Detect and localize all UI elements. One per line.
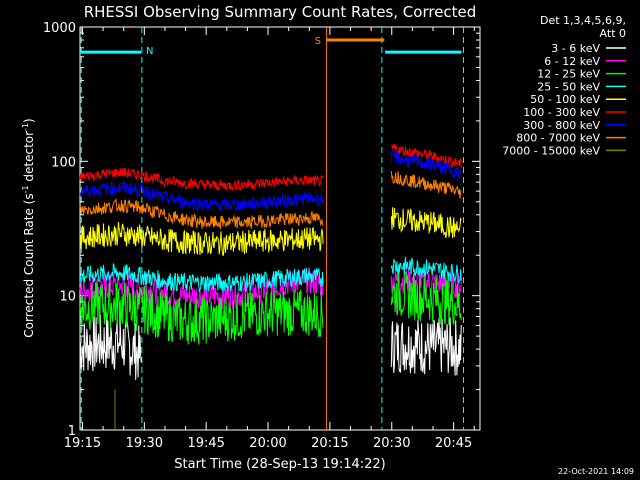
legend-entry-label: 300 - 800 keV — [523, 119, 600, 132]
legend-entry-label: 50 - 100 keV — [530, 93, 600, 106]
x-tick-label: 19:15 — [64, 436, 101, 451]
legend-entry-label: 25 - 50 keV — [537, 80, 600, 93]
footer-date: 22-Oct-2021 14:09 — [558, 467, 634, 476]
legend-entry-label: 3 - 6 keV — [551, 42, 600, 55]
legend-entry-label: 6 - 12 keV — [544, 55, 600, 68]
x-tick-label: 20:00 — [249, 436, 286, 451]
x-axis-label: Start Time (28-Sep-13 19:14:22) — [174, 457, 385, 472]
night-flag-label: N — [146, 46, 153, 57]
x-tick-label: 19:45 — [187, 436, 224, 451]
legend-entry-label: 7000 - 15000 keV — [502, 144, 600, 157]
x-tick-label: 19:30 — [126, 436, 163, 451]
legend-entry-label: 100 - 300 keV — [523, 106, 600, 119]
saa-flag-label: S — [315, 36, 321, 47]
y-axis-label: Corrected Count Rate (s-1 detector-1) — [21, 118, 36, 337]
series-line — [79, 181, 324, 212]
legend-entry-label: 12 - 25 keV — [537, 68, 600, 81]
series-line — [390, 207, 462, 239]
x-tick-label: 20:15 — [311, 436, 348, 451]
legend-header-1: Det 1,3,4,5,6,9, — [540, 14, 626, 27]
plot-axes — [79, 26, 481, 431]
series-line — [390, 317, 462, 376]
y-axis-label-sup2: -1 — [21, 123, 30, 131]
legend-header-2: Att 0 — [600, 27, 626, 40]
axis-ticks: 1 10 100 1000 19:15 19:30 19:45 20:00 20:15 20:30… — [43, 21, 480, 451]
y-axis-label-mid: detector — [22, 131, 36, 186]
y-tick-label: 10 — [59, 290, 76, 305]
series-line — [390, 271, 462, 326]
plot-frame — [79, 26, 481, 431]
series-line — [79, 267, 324, 310]
y-axis-label-end: ) — [22, 118, 36, 123]
y-axis-label-main: Corrected Count Rate (s — [22, 193, 36, 337]
series-line — [79, 282, 324, 345]
series-line — [390, 256, 462, 284]
series-line — [390, 143, 462, 168]
series-line — [79, 197, 324, 230]
series-line — [390, 148, 462, 179]
series-line — [79, 314, 142, 380]
y-tick-label: 100 — [51, 155, 76, 170]
chart-title: RHESSI Observing Summary Count Rates, Co… — [84, 3, 477, 21]
x-tick-label: 20:45 — [435, 436, 472, 451]
series-line — [390, 170, 462, 199]
series-lines — [79, 143, 462, 380]
series-line — [79, 221, 324, 257]
x-tick-label: 20:30 — [373, 436, 410, 451]
series-line — [79, 262, 324, 293]
series-line — [79, 167, 324, 192]
y-tick-label: 1000 — [43, 21, 76, 36]
y-tick-label: 1 — [68, 424, 76, 439]
legend-entry-label: 800 - 7000 keV — [516, 132, 600, 145]
y-axis-label-sup1: -1 — [21, 185, 30, 193]
